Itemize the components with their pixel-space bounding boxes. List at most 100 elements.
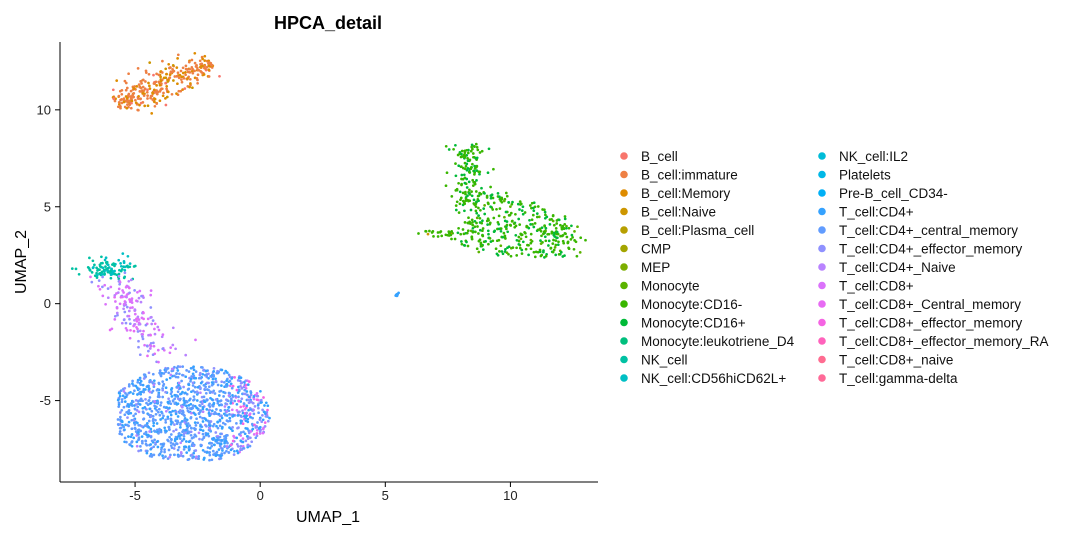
data-point — [242, 430, 245, 434]
data-point — [192, 365, 195, 369]
data-point — [551, 250, 555, 254]
data-point — [471, 221, 474, 224]
data-point — [476, 148, 480, 152]
data-point — [164, 368, 168, 372]
data-point — [478, 216, 482, 220]
data-point — [172, 453, 176, 457]
y-tick-label: 0 — [44, 296, 51, 311]
data-point — [199, 376, 203, 380]
data-point — [127, 279, 131, 283]
data-point — [195, 390, 199, 394]
data-point — [496, 221, 500, 224]
data-point — [184, 73, 187, 77]
data-point — [140, 316, 144, 320]
data-point — [158, 413, 162, 417]
data-point — [523, 211, 527, 214]
data-point — [152, 73, 155, 77]
data-point — [235, 422, 238, 425]
data-point — [123, 268, 127, 272]
data-point — [464, 197, 468, 201]
data-point — [474, 190, 478, 193]
data-point — [120, 398, 124, 401]
data-point — [137, 339, 140, 343]
data-point — [150, 322, 154, 326]
data-point — [199, 443, 203, 447]
data-point — [492, 216, 496, 220]
data-point — [216, 441, 219, 445]
data-point — [475, 211, 479, 215]
data-point — [240, 381, 244, 384]
data-point — [230, 386, 234, 390]
data-point — [202, 458, 206, 461]
data-point — [213, 392, 217, 395]
data-point — [161, 395, 165, 399]
data-point — [465, 186, 469, 189]
data-point — [185, 424, 189, 428]
data-point — [177, 383, 180, 387]
data-point — [225, 385, 228, 388]
data-point — [193, 51, 197, 55]
data-point — [472, 180, 476, 184]
data-point — [171, 64, 175, 67]
data-point — [210, 383, 214, 387]
data-point — [564, 232, 567, 236]
data-point — [117, 100, 121, 104]
data-point — [141, 92, 145, 95]
data-point — [529, 223, 532, 226]
data-point — [207, 381, 210, 385]
data-point — [149, 447, 153, 451]
data-point — [489, 240, 493, 243]
legend-swatch — [620, 281, 628, 290]
data-point — [575, 254, 579, 258]
data-point — [162, 414, 165, 418]
data-point — [222, 380, 226, 384]
data-point — [138, 329, 142, 333]
data-point — [175, 66, 179, 69]
data-point — [570, 224, 573, 228]
data-point — [502, 199, 506, 203]
data-point — [477, 199, 480, 203]
data-point — [170, 395, 174, 398]
data-point — [198, 404, 202, 408]
data-point — [531, 223, 534, 226]
data-point — [480, 244, 484, 248]
data-point — [150, 315, 153, 319]
data-point — [231, 426, 234, 429]
data-point — [113, 272, 117, 276]
data-point — [157, 393, 161, 397]
data-point — [168, 428, 171, 432]
data-point — [101, 294, 105, 298]
data-point — [181, 71, 185, 75]
data-point — [255, 432, 259, 435]
data-point — [191, 86, 194, 90]
data-point — [527, 253, 530, 257]
data-point — [150, 439, 154, 443]
data-point — [103, 258, 107, 262]
data-point — [145, 449, 149, 453]
data-point — [518, 208, 521, 211]
data-point — [134, 430, 138, 433]
data-point — [104, 256, 108, 260]
data-point — [147, 398, 151, 402]
data-point — [208, 426, 212, 430]
data-point — [123, 310, 127, 314]
data-point — [255, 392, 259, 395]
data-point — [470, 194, 474, 198]
data-point — [137, 433, 140, 436]
data-point — [169, 420, 173, 423]
data-point — [246, 443, 250, 447]
data-point — [97, 279, 101, 282]
data-point — [120, 400, 124, 404]
data-point — [245, 404, 249, 408]
data-point — [162, 372, 166, 375]
data-point — [527, 243, 530, 247]
data-point — [142, 311, 145, 315]
data-point — [132, 329, 136, 333]
data-point — [210, 63, 213, 67]
data-point — [547, 232, 551, 236]
data-point — [167, 439, 170, 443]
data-point — [424, 229, 427, 233]
data-point — [495, 207, 498, 211]
data-point — [454, 162, 457, 165]
